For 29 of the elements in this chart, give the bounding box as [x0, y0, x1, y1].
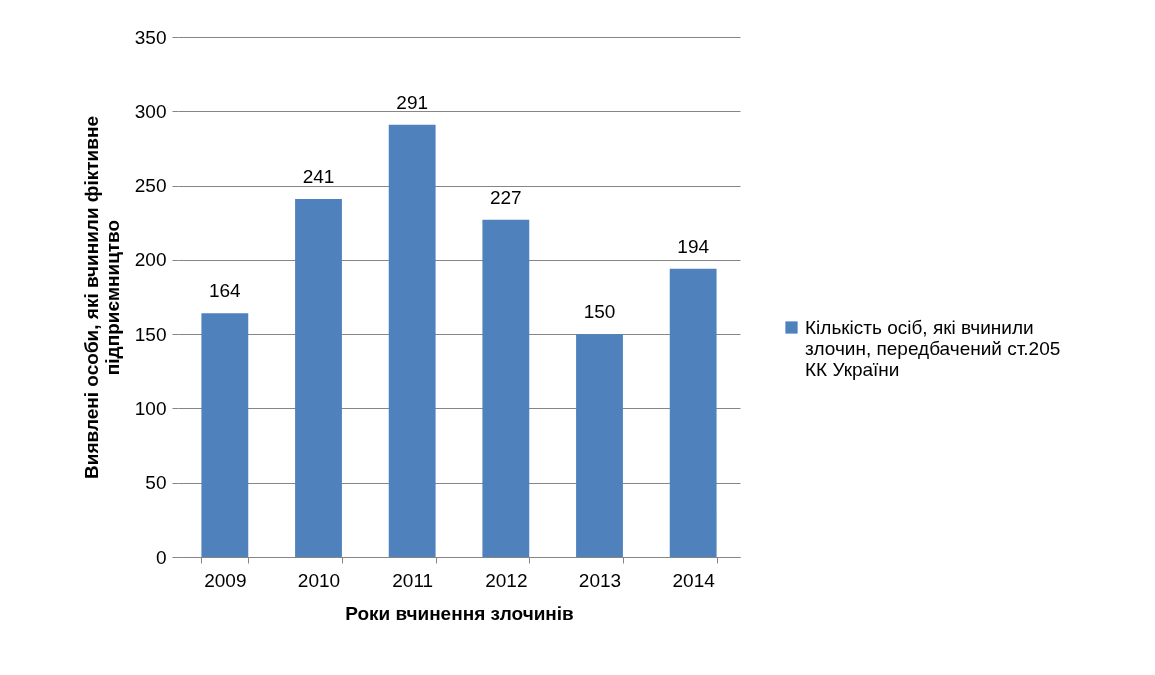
y-tick-label: 100 — [134, 397, 167, 419]
data-label: 150 — [583, 301, 616, 323]
x-tick-label: 2010 — [297, 569, 341, 591]
y-tick-label: 150 — [134, 323, 167, 345]
x-tick-label: 2011 — [392, 569, 434, 591]
x-tick-label: 2013 — [578, 569, 622, 591]
y-tick-label: 0 — [155, 546, 167, 568]
y-tick-label: 200 — [134, 249, 167, 271]
data-label: 194 — [677, 235, 710, 257]
x-tick-label: 2012 — [485, 569, 528, 591]
data-label: 164 — [208, 280, 242, 302]
data-label: 227 — [489, 186, 522, 208]
x-axis-title: Роки вчинення злочинів — [345, 602, 574, 624]
bar — [669, 268, 717, 557]
y-axis-title: Виявлені особи, які вчинили фіктивне підприємництво — [80, 116, 123, 479]
y-tick-label: 350 — [134, 26, 167, 48]
x-tick-label: 2014 — [672, 569, 716, 591]
data-label: 241 — [302, 165, 335, 187]
bar — [295, 198, 342, 557]
y-tick-label: 50 — [145, 472, 167, 494]
x-tick-label: 2009 — [204, 569, 247, 591]
data-label: 291 — [396, 91, 429, 113]
legend-label: Кількість осіб, які вчинили злочин, передбачений ст.205 КК України — [805, 316, 1061, 380]
bar — [388, 124, 436, 557]
bar — [201, 313, 249, 557]
bar — [576, 334, 623, 557]
bar — [482, 219, 530, 557]
y-tick-label: 250 — [134, 175, 167, 197]
y-tick-label: 300 — [134, 100, 167, 122]
